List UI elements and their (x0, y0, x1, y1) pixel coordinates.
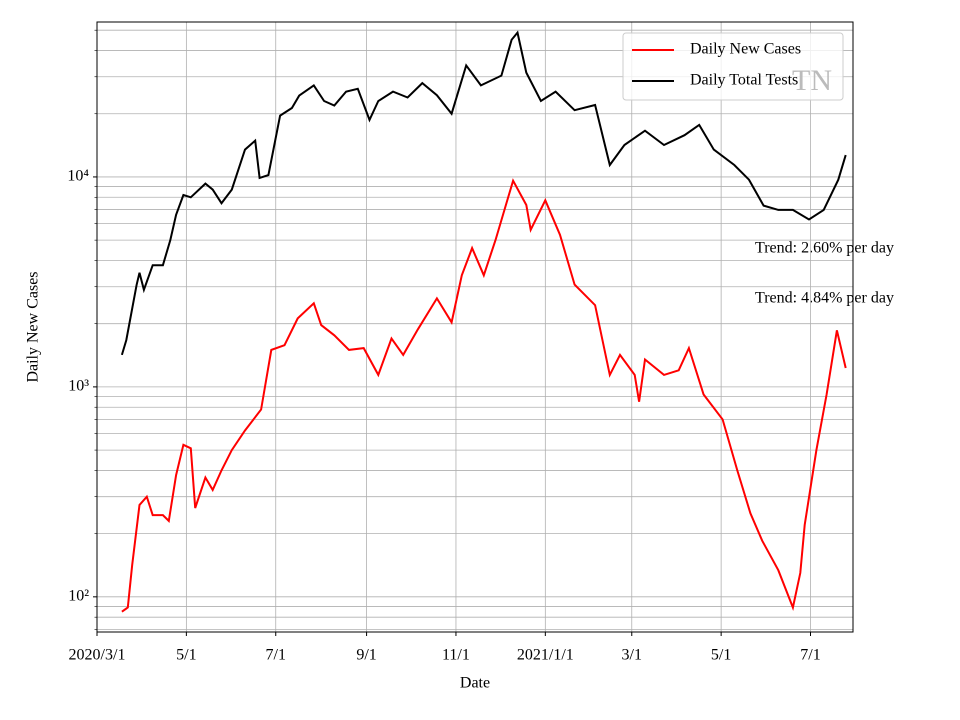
x-tick-label: 7/1 (800, 647, 820, 664)
x-tick-label: 5/1 (176, 647, 196, 664)
x-tick-label: 9/1 (356, 647, 376, 664)
legend-label: Daily New Cases (690, 41, 801, 58)
x-tick-label: 11/1 (442, 647, 470, 664)
annotation: Trend: 4.84% per day (755, 290, 894, 307)
legend: TN Daily New Cases Daily Total Tests (622, 32, 844, 101)
plot-frame (96, 21, 854, 633)
x-tick-label: 2021/1/1 (517, 647, 574, 664)
x-tick-label: 2020/3/1 (69, 647, 126, 664)
watermark: TN (792, 64, 832, 97)
annotation: Trend: 2.60% per day (755, 240, 894, 257)
legend-box (622, 32, 844, 101)
data-line (121, 178, 847, 613)
x-axis-label: Date (460, 675, 490, 692)
y-tick-label: 10⁴ (67, 168, 89, 185)
data-line (120, 30, 847, 356)
y-tick-label: 10² (68, 588, 89, 605)
x-tick-label: 3/1 (622, 647, 642, 664)
x-tick-label: 5/1 (711, 647, 731, 664)
y-tick-label: 10³ (68, 378, 89, 395)
legend-label: Daily Total Tests (690, 72, 798, 89)
x-tick-label: 7/1 (266, 647, 286, 664)
y-axis-label: Daily New Cases (25, 271, 42, 382)
